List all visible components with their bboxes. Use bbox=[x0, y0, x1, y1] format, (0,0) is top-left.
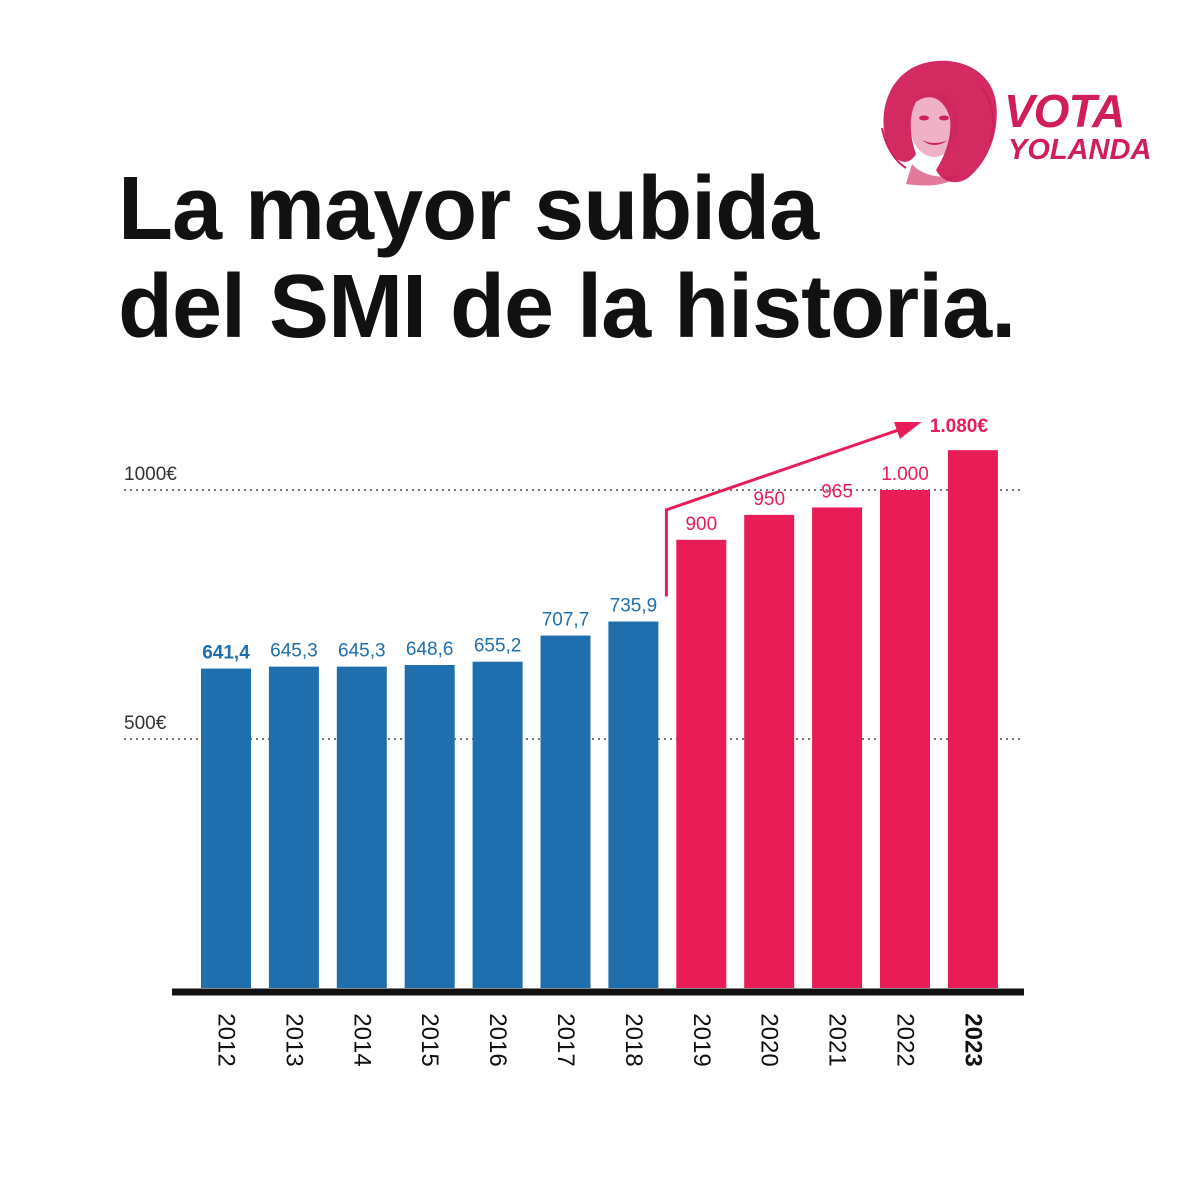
bar-2015 bbox=[404, 664, 455, 988]
bar-2018 bbox=[608, 621, 659, 988]
bar-2023 bbox=[947, 450, 998, 988]
year-label-2021: 2021 bbox=[824, 1013, 851, 1066]
value-label-2016: 655,2 bbox=[474, 636, 522, 657]
woman-portrait-icon bbox=[881, 60, 997, 186]
bar-2016 bbox=[472, 661, 523, 988]
gridline-label-1000: 1000€ bbox=[124, 464, 177, 485]
bar-2012 bbox=[201, 668, 251, 988]
year-label-2017: 2017 bbox=[552, 1013, 579, 1066]
value-label-2017: 707,7 bbox=[542, 610, 590, 631]
value-label-2018: 735,9 bbox=[610, 596, 658, 617]
bar-2020 bbox=[744, 514, 795, 988]
value-label-2019: 900 bbox=[685, 514, 717, 535]
bar-2017 bbox=[540, 635, 591, 988]
year-label-2018: 2018 bbox=[620, 1013, 647, 1066]
year-label-2012: 2012 bbox=[213, 1013, 240, 1066]
year-label-2014: 2014 bbox=[348, 1013, 375, 1066]
year-label-2013: 2013 bbox=[280, 1013, 307, 1066]
year-label-2023: 2023 bbox=[959, 1013, 986, 1066]
gridline-label-500: 500€ bbox=[124, 713, 167, 734]
year-label-2016: 2016 bbox=[484, 1013, 511, 1066]
value-label-2020: 950 bbox=[753, 489, 785, 510]
growth-arrow bbox=[664, 421, 922, 597]
value-label-2013: 645,3 bbox=[270, 641, 318, 662]
arrow-head bbox=[894, 421, 922, 440]
value-label-2023: 1.080€ bbox=[930, 416, 989, 437]
bar-2014 bbox=[336, 666, 387, 988]
value-label-2015: 648,6 bbox=[406, 639, 454, 660]
bar-2022 bbox=[880, 490, 930, 988]
bars: 641,4 645,3 645,3 648,6 655,2 707,7 735,9 900 95… bbox=[201, 416, 998, 988]
brand-logo-text: VOTA YOLANDA bbox=[1004, 88, 1151, 166]
value-label-2014: 645,3 bbox=[338, 641, 386, 662]
headline-line-1: La mayor subida bbox=[118, 159, 819, 259]
year-label-2020: 2020 bbox=[756, 1013, 783, 1066]
arrow-line bbox=[664, 422, 917, 597]
bar-2021 bbox=[812, 507, 863, 988]
brand-line-1: VOTA bbox=[1004, 85, 1125, 137]
bar-2019 bbox=[676, 539, 727, 988]
headline: La mayor subida del SMI de la historia. bbox=[118, 159, 1016, 357]
year-label-2019: 2019 bbox=[688, 1013, 715, 1066]
brand-line-2: YOLANDA bbox=[1008, 134, 1152, 166]
value-label-2012: 641,4 bbox=[202, 643, 250, 664]
headline-line-2: del SMI de la historia. bbox=[118, 257, 1016, 357]
year-label-2015: 2015 bbox=[416, 1013, 443, 1066]
value-label-2022: 1.000 bbox=[881, 464, 929, 485]
x-axis-labels: 2012 2013 2014 2015 2016 2017 2018 2019 2020 2021… bbox=[213, 1013, 987, 1066]
bar-2013 bbox=[268, 666, 319, 988]
value-label-2021: 965 bbox=[821, 481, 853, 502]
year-label-2022: 2022 bbox=[892, 1013, 919, 1066]
